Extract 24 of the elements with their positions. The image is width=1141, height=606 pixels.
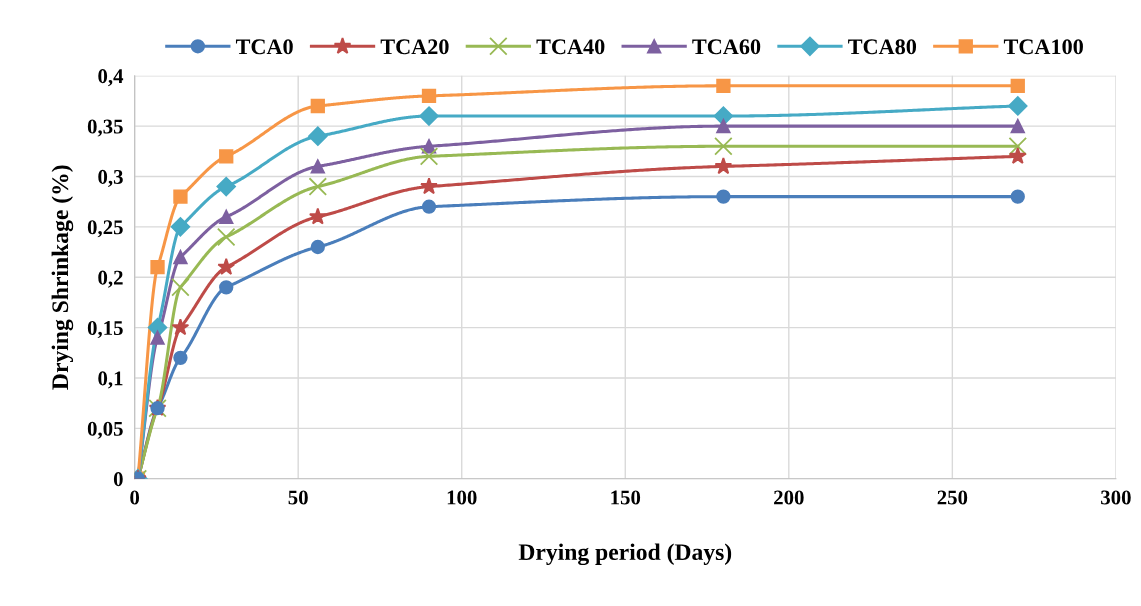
legend-label: TCA20 bbox=[380, 39, 449, 55]
legend-label: TCA60 bbox=[692, 39, 761, 55]
y-tick-label: 0,35 bbox=[87, 119, 123, 137]
x-tick-label: 300 bbox=[1101, 490, 1131, 505]
legend-label: TCA40 bbox=[536, 39, 605, 55]
y-tick-label: 0,2 bbox=[98, 270, 123, 288]
y-tick-label: 0 bbox=[113, 472, 123, 487]
x-tick-label: 50 bbox=[288, 490, 308, 505]
x-tick-label: 200 bbox=[774, 490, 804, 505]
y-tick-label: 0,1 bbox=[98, 371, 123, 389]
x-tick-label: 0 bbox=[130, 490, 140, 505]
y-tick-label: 0,15 bbox=[87, 320, 123, 339]
x-tick-label: 250 bbox=[937, 490, 968, 505]
y-tick-label: 0,4 bbox=[98, 69, 124, 87]
y-tick-label: 0,3 bbox=[98, 169, 123, 187]
y-tick-label: 0,25 bbox=[87, 220, 123, 238]
x-tick-label: 150 bbox=[611, 490, 641, 505]
x-axis-title: Drying period (Days) bbox=[518, 543, 732, 566]
x-tick-label: 100 bbox=[447, 490, 477, 505]
legend-label: TCA0 bbox=[235, 39, 293, 55]
legend-label: TCA80 bbox=[848, 39, 917, 55]
legend-label: TCA100 bbox=[1003, 39, 1083, 55]
y-tick-label: 0,05 bbox=[87, 421, 123, 439]
y-axis-title: Drying Shrinkage (%) bbox=[51, 165, 74, 390]
